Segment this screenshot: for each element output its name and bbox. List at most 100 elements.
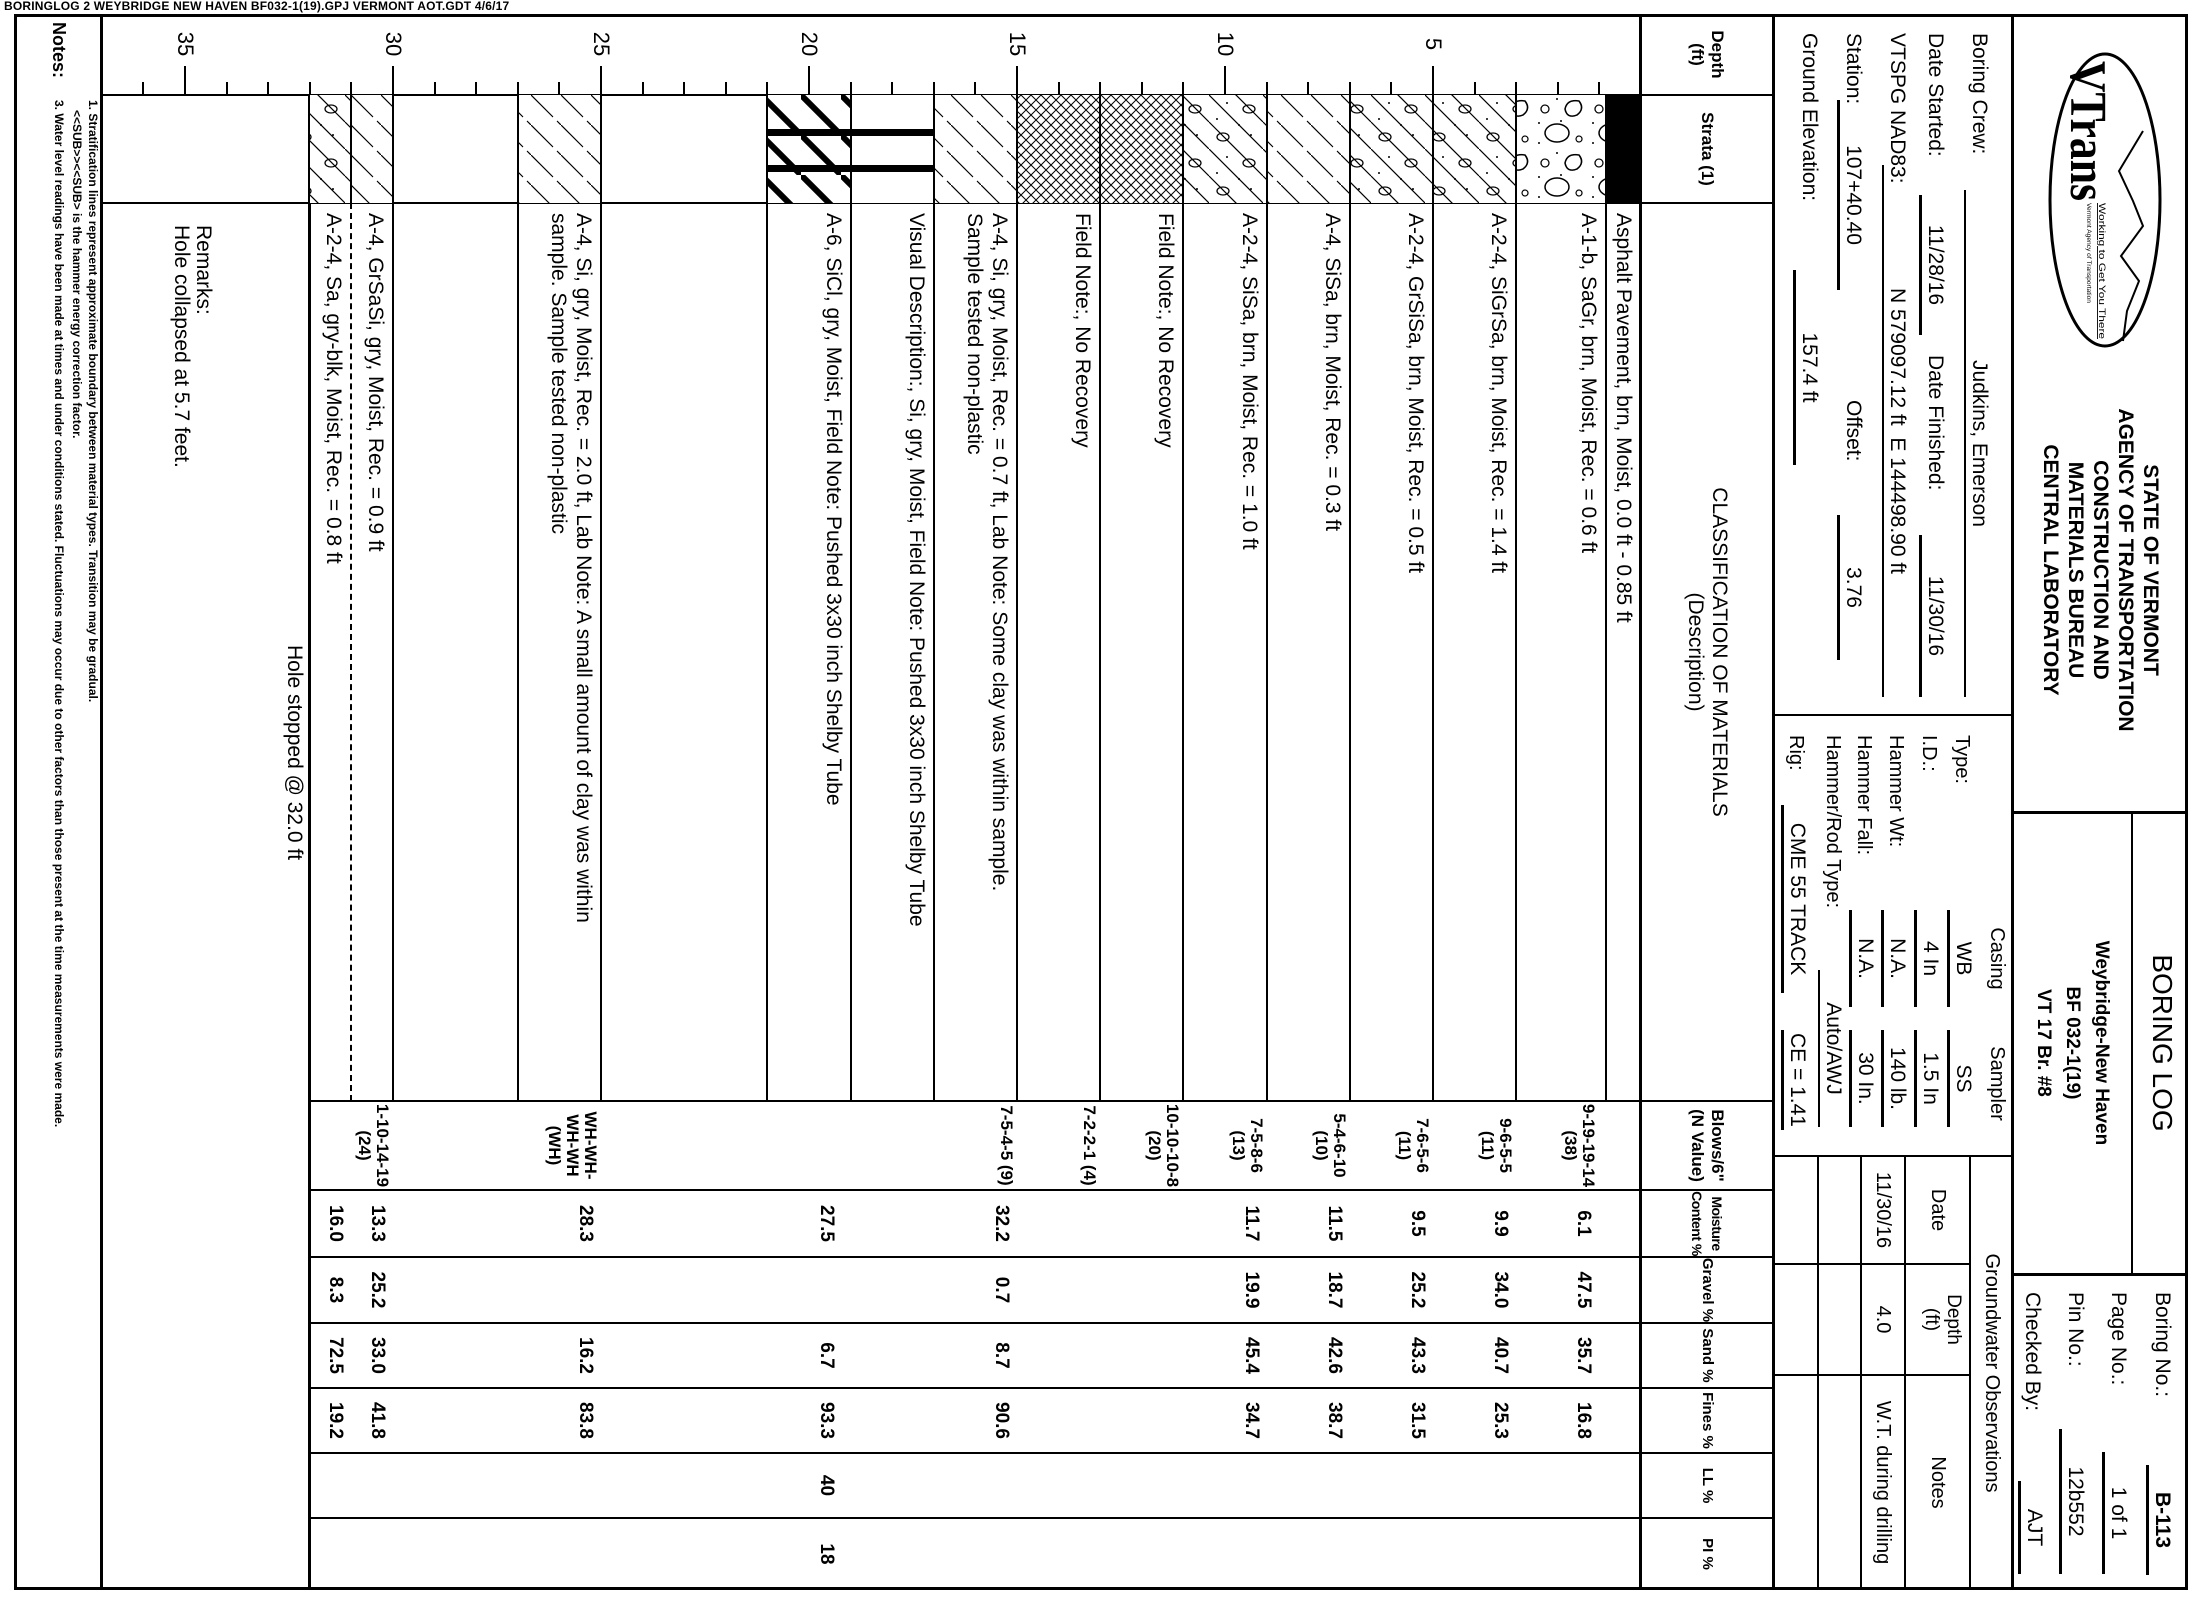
strata-clay-band	[767, 165, 851, 172]
divider	[1904, 1156, 1906, 1590]
moisture-value: 6.1	[1573, 1210, 1595, 1237]
depth-minor-tick	[1515, 82, 1518, 95]
column-header-fines: Fines %	[1641, 1388, 1774, 1453]
blow-count: 9-19-19-14 (38)	[1561, 1103, 1599, 1188]
depth-major-tick	[600, 66, 602, 95]
moisture-value: 27.5	[816, 1205, 838, 1242]
header-text: (ft)	[1688, 43, 1708, 66]
layer-boundary	[849, 203, 852, 1101]
layer-boundary	[1432, 203, 1434, 1101]
strata-boundary	[1604, 95, 1607, 203]
gravel-value: 34.0	[1490, 1271, 1512, 1309]
divider	[1860, 1156, 1862, 1590]
divider	[310, 1452, 1774, 1454]
strata-silt	[517, 95, 601, 203]
layer-boundary	[766, 203, 769, 1101]
layer-boundary	[1099, 203, 1102, 1101]
fines-value: 25.3	[1490, 1402, 1512, 1439]
depth-minor-tick	[267, 82, 270, 95]
strata-no-recovery	[1100, 95, 1184, 203]
layer-description: A-1-b, SaGr, brn, Moist, Rec. = 0.6 ft	[1576, 213, 1600, 554]
groundwater-title: Groundwater Observations	[1981, 1253, 2003, 1493]
blow-count: WH-WH-WH-WH (WH)	[545, 1111, 600, 1180]
coordinates-label: VTSPG NAD83:	[1886, 33, 1909, 184]
rig-label: Rig:	[1785, 735, 1807, 771]
offset-value: 3.76	[1837, 515, 1866, 660]
notes-label: Notes:	[49, 22, 69, 79]
remarks-text: Hole collapsed at 5.7 feet.	[170, 225, 193, 468]
layer-description: A-4, SiSa, brn, Moist, Rec. = 0.3 ft	[1320, 213, 1344, 532]
depth-minor-tick	[225, 82, 228, 95]
strata-boundary	[849, 95, 852, 203]
svg-text:VTrans: VTrans	[2059, 61, 2116, 201]
hammer-wt-label: Hammer Wt:	[1885, 735, 1907, 848]
hammer-energy-factor: CE = 1.41	[1781, 1030, 1810, 1130]
layer-description: sample. Sample tested non-plastic	[547, 213, 570, 534]
ground-elevation-label: Ground Elevation:	[1798, 33, 1821, 202]
layer-boundary	[932, 203, 935, 1101]
divider	[2131, 812, 2133, 1274]
depth-minor-tick	[1140, 82, 1143, 95]
strata-silty-sand-gravel	[1433, 95, 1517, 203]
strata-gravel	[1516, 95, 1606, 203]
strata-silt	[933, 95, 1017, 203]
boring-no-label: Boring No.:	[2151, 1292, 2174, 1398]
page-no-value: 1 of 1	[2102, 1452, 2131, 1574]
blow-count: 7-5-8-6 (13)	[1228, 1118, 1266, 1173]
divider	[100, 14, 103, 1590]
groundwater-depth: 4.0	[1872, 1305, 1894, 1334]
gravel-value: 0.7	[991, 1276, 1012, 1304]
depth-minor-tick	[1307, 82, 1310, 95]
moisture-value: 13.3	[367, 1205, 388, 1242]
agency-line: CONSTRUCTION AND	[2089, 460, 2112, 680]
strata-boundary	[932, 95, 935, 203]
depth-label: 15	[1005, 31, 1030, 57]
depth-minor-tick	[891, 82, 894, 95]
fines-value: 41.8	[367, 1402, 388, 1439]
column-header-depth: Depth (ft)	[1641, 14, 1774, 95]
depth-minor-tick	[724, 82, 727, 95]
moisture-value: 11.5	[1323, 1205, 1345, 1242]
depth-minor-tick	[350, 82, 353, 95]
depth-major-tick	[184, 66, 186, 95]
sand-value: 16.2	[575, 1337, 596, 1374]
coordinates-value: N 579097.12 ft E 144498.90 ft	[1882, 165, 1910, 697]
date-started-value: 11/28/16	[1919, 195, 1948, 335]
groundwater-notes: W.T. during drilling	[1872, 1400, 1894, 1565]
header-text: Strata (1)	[1698, 112, 1718, 186]
depth-label: 30	[381, 31, 406, 57]
depth-label: 10	[1213, 31, 1238, 57]
strata-boundary	[1348, 95, 1351, 203]
depth-minor-tick	[849, 82, 852, 95]
strata-column	[310, 95, 1641, 203]
layer-boundary	[600, 203, 602, 1101]
fines-value: 19.2	[325, 1402, 347, 1439]
strata-clay	[767, 95, 851, 203]
groundwater-date: 11/30/16	[1872, 1171, 1894, 1249]
svg-text:Vermont Agency of Transportati: Vermont Agency of Transportation	[2085, 203, 2091, 303]
depth-minor-tick	[1265, 82, 1268, 95]
depth-header-unit: (ft)	[1921, 1307, 1942, 1332]
gravel-value: 8.3	[325, 1276, 347, 1304]
rig-value: CME 55 TRACK	[1781, 805, 1810, 993]
header-text: Fines %	[1699, 1392, 1717, 1449]
fines-value: 16.8	[1573, 1402, 1595, 1439]
layer-description: A-2-4, Sa, gry-blk, Moist, Rec. = 0.8 ft	[322, 213, 346, 564]
header-text: CLASSIFICATION OF MATERIALS	[1708, 487, 1732, 817]
depth-minor-tick	[516, 82, 519, 95]
layer-description: Field Note:, No Recovery	[1154, 213, 1178, 448]
strata-silt	[1266, 95, 1350, 203]
depth-minor-tick	[1099, 82, 1102, 95]
header-text: (Description)	[1684, 592, 1708, 712]
depth-minor-tick	[1057, 82, 1060, 95]
strata-no-recovery	[1017, 95, 1101, 203]
depth-minor-tick	[433, 82, 436, 95]
strata-silt	[351, 95, 393, 203]
depth-major-tick	[1432, 66, 1434, 95]
file-header: BORINGLOG 2 WEYBRIDGE NEW HAVEN BF032-1(…	[4, 0, 510, 13]
blow-count: 1-10-14-19 (24)	[355, 1103, 392, 1188]
divider	[310, 1387, 1774, 1389]
moisture-value: 11.7	[1240, 1205, 1262, 1242]
moisture-value: 9.5	[1407, 1210, 1428, 1237]
divider	[310, 1189, 1774, 1191]
